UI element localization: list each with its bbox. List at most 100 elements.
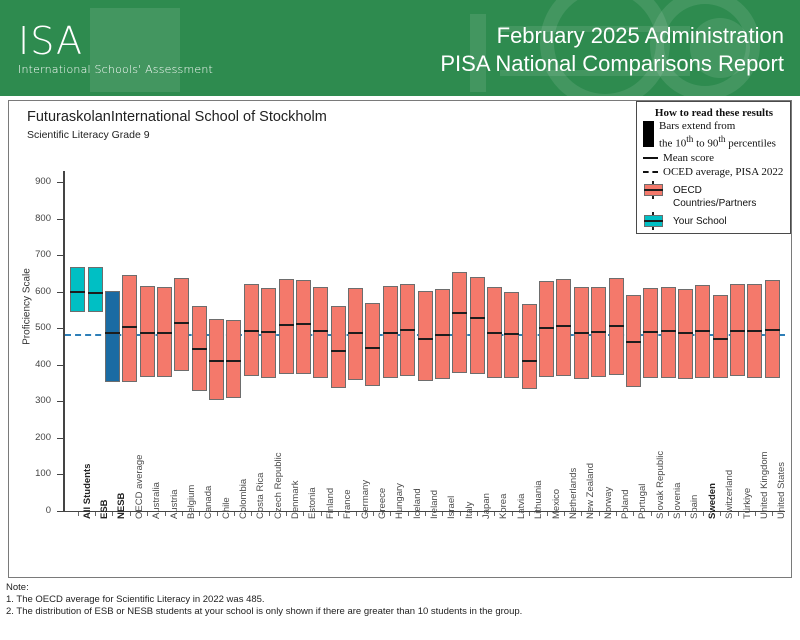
bar-mean-line bbox=[539, 327, 555, 330]
isa-logo-text: ISA bbox=[18, 19, 84, 63]
chart-bar[interactable] bbox=[278, 279, 294, 374]
x-axis-tick-mark bbox=[147, 512, 149, 516]
report-title-line2: PISA National Comparisons Report bbox=[440, 51, 784, 76]
chart-bar[interactable] bbox=[70, 266, 86, 312]
y-axis-tick-mark bbox=[57, 328, 63, 330]
chart-bar[interactable] bbox=[417, 290, 433, 382]
watermark-block-3 bbox=[500, 26, 690, 32]
bar-mean-line bbox=[295, 323, 311, 326]
legend-your-school-label: Your School bbox=[673, 215, 727, 227]
bar-mean-line bbox=[417, 338, 433, 341]
legend-item-bars: Bars extend from the 10th to 90th percen… bbox=[643, 120, 785, 151]
bar-mean-line bbox=[313, 330, 329, 333]
chart-bar[interactable] bbox=[660, 286, 676, 378]
y-axis-tick-label: 700 bbox=[35, 249, 51, 261]
x-axis-label: New Zealand bbox=[585, 463, 597, 519]
x-axis-tick-mark bbox=[286, 512, 288, 516]
bar-mean-line bbox=[139, 331, 155, 334]
y-axis-tick-label: 900 bbox=[35, 175, 51, 187]
chart-bar[interactable] bbox=[382, 286, 398, 378]
chart-bar[interactable] bbox=[764, 279, 780, 379]
x-axis-tick-mark bbox=[546, 512, 548, 516]
chart-subtitle: Scientific Literacy Grade 9 bbox=[27, 129, 150, 141]
x-axis-label: Denmark bbox=[290, 480, 302, 519]
x-axis-label: Slovak Republic bbox=[654, 450, 666, 519]
bar-mean-line bbox=[157, 331, 172, 334]
x-axis-label: Belgium bbox=[185, 484, 197, 519]
x-axis-tick-mark bbox=[268, 512, 270, 516]
bar-mean-line bbox=[400, 329, 416, 332]
chart-bar[interactable] bbox=[730, 283, 746, 377]
x-axis-label: Israel bbox=[446, 495, 458, 519]
bar-mean-line bbox=[747, 330, 763, 333]
y-axis-tick-mark bbox=[57, 181, 63, 183]
y-axis-tick-mark bbox=[57, 437, 63, 439]
chart-bars bbox=[9, 101, 793, 579]
y-axis-tick-mark bbox=[57, 401, 63, 403]
x-axis-label: Japan bbox=[481, 493, 493, 519]
chart-bar[interactable] bbox=[521, 304, 537, 390]
legend-bars-sup1: th bbox=[686, 134, 694, 144]
x-axis-label: Portugal bbox=[637, 483, 649, 519]
x-axis-label: Sweden bbox=[706, 483, 718, 519]
y-axis-tick-mark bbox=[57, 291, 63, 293]
legend-bars-pre: the 10 bbox=[659, 137, 687, 150]
x-axis-tick-mark bbox=[598, 512, 600, 516]
x-axis-tick-mark bbox=[772, 512, 774, 516]
chart-bar[interactable] bbox=[104, 290, 120, 382]
y-axis-tick-label: 500 bbox=[35, 322, 51, 334]
x-axis-tick-mark bbox=[511, 512, 513, 516]
x-axis-label: Norway bbox=[602, 486, 614, 519]
x-axis-label: Estonia bbox=[307, 487, 319, 519]
bar-mean-line bbox=[243, 330, 259, 333]
chart-bar[interactable] bbox=[504, 291, 520, 379]
legend-item-oecd-countries: OECD Countries/Partners bbox=[643, 179, 785, 210]
chart-bar[interactable] bbox=[122, 275, 138, 382]
report-title-block: February 2025 Administration PISA Nation… bbox=[440, 22, 784, 78]
chart-bar[interactable] bbox=[556, 279, 572, 376]
y-axis-tick-label: 200 bbox=[35, 431, 51, 443]
chart-bar[interactable] bbox=[330, 306, 346, 388]
chart-bar[interactable] bbox=[313, 286, 329, 379]
chart-bar[interactable] bbox=[365, 303, 381, 386]
x-axis-tick-mark bbox=[407, 512, 409, 516]
x-axis-label: Slovenia bbox=[672, 482, 684, 519]
chart-bar[interactable] bbox=[209, 319, 225, 401]
chart-bar[interactable] bbox=[243, 283, 259, 376]
bar-mean-line bbox=[695, 330, 711, 333]
x-axis-tick-mark bbox=[320, 512, 322, 516]
x-axis-tick-mark bbox=[616, 512, 618, 516]
x-axis-label: Finland bbox=[324, 487, 336, 519]
x-axis-tick-mark bbox=[563, 512, 565, 516]
x-axis-tick-mark bbox=[233, 512, 235, 516]
chart-bar[interactable] bbox=[469, 277, 485, 375]
chart-bar[interactable] bbox=[87, 266, 103, 312]
bar-mean-line bbox=[625, 340, 641, 343]
x-axis-tick-mark bbox=[95, 512, 97, 516]
legend-mean-label: Mean score bbox=[663, 151, 715, 164]
bar-mean-line bbox=[382, 332, 398, 335]
legend-bars-line2: the 10th to 90th percentiles bbox=[659, 133, 776, 151]
chart-bar[interactable] bbox=[174, 278, 190, 371]
x-axis-tick-mark bbox=[181, 512, 183, 516]
chart-bar[interactable] bbox=[452, 271, 468, 373]
x-axis-label: Mexico bbox=[550, 488, 562, 519]
isa-logo-tagline: International Schools' Assessment bbox=[18, 63, 214, 76]
chart-note: Note: 1. The OECD average for Scientific… bbox=[6, 582, 796, 618]
chart-bar[interactable] bbox=[434, 288, 450, 380]
legend-bars-mid: to 90 bbox=[693, 137, 719, 150]
x-axis-label: ESB bbox=[99, 499, 111, 519]
x-axis-label: Colombia bbox=[237, 478, 249, 519]
chart-bar[interactable] bbox=[226, 320, 242, 398]
y-axis-tick-mark bbox=[57, 218, 63, 220]
bar-mean-line bbox=[521, 360, 537, 363]
x-axis-tick-mark bbox=[477, 512, 479, 516]
bar-mean-line bbox=[712, 338, 728, 341]
x-axis-tick-mark bbox=[390, 512, 392, 516]
note-heading: Note: bbox=[6, 582, 29, 593]
x-axis-label: Ireland bbox=[429, 489, 440, 519]
bar-mean-line bbox=[764, 329, 780, 332]
chart-bar[interactable] bbox=[295, 279, 311, 374]
x-axis-label: United States bbox=[776, 461, 788, 519]
chart-bar[interactable] bbox=[712, 295, 728, 378]
